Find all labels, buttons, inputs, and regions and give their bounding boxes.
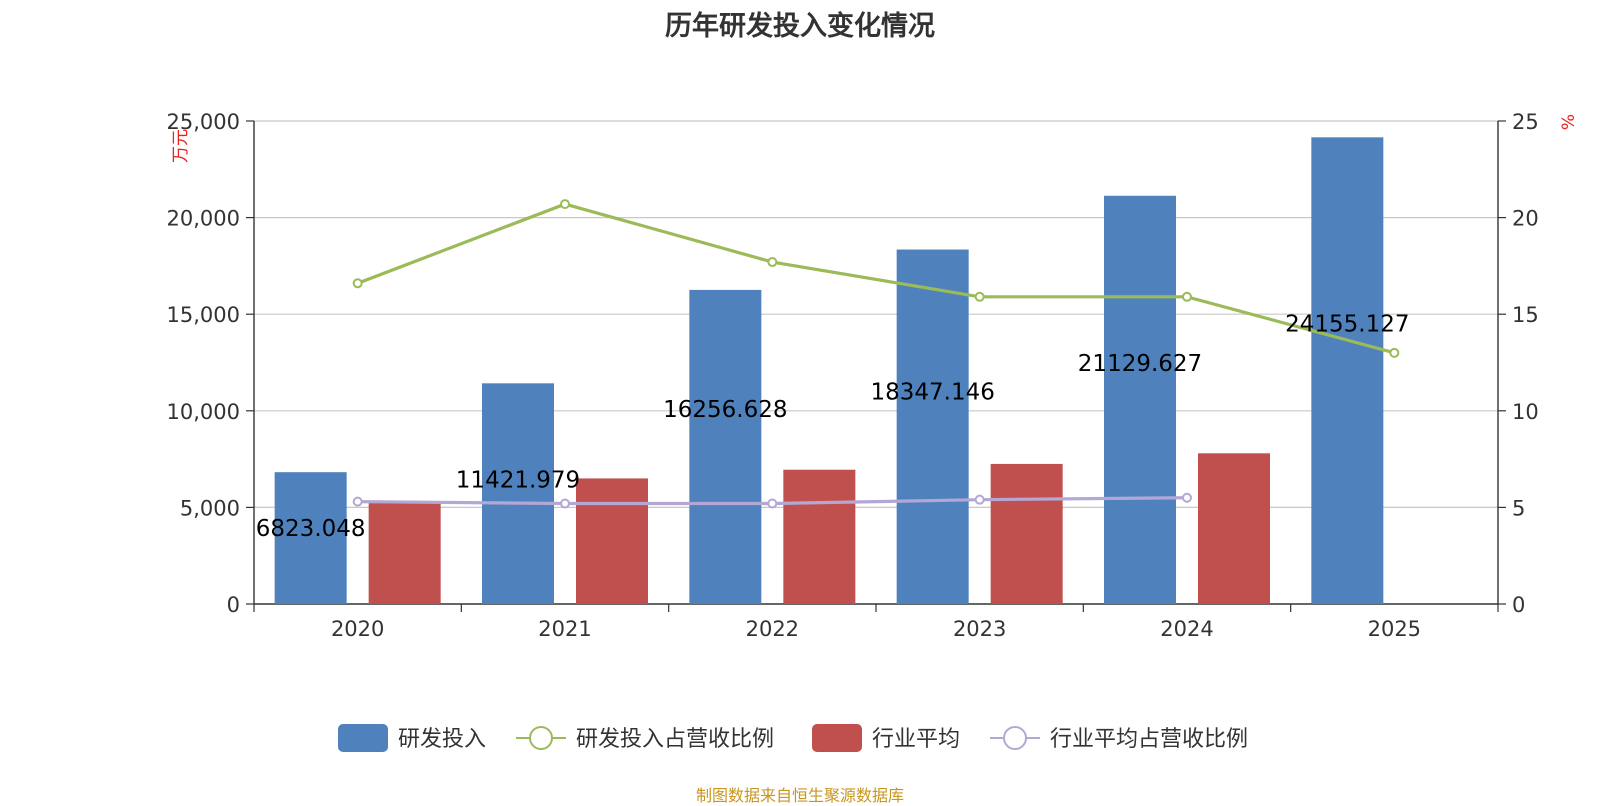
data-labels: 6823.048 11421.979 16256.628 18347.146 21129…	[256, 311, 1410, 542]
point-rd-ratio	[352, 278, 363, 289]
point-industry-ratio	[767, 498, 778, 509]
legend: 研发投入 研发投入占营收比例 行业平均 行业平均占营收比例	[338, 724, 1248, 752]
data-label-rd-investment: 24155.127	[1285, 311, 1409, 337]
data-label-rd-investment: 16256.628	[663, 397, 787, 423]
data-label-rd-investment: 18347.146	[870, 380, 994, 406]
x-tick-label: 2023	[953, 617, 1006, 641]
point-industry-ratio	[974, 494, 985, 505]
y-left-tick-label: 15,000	[167, 303, 240, 327]
legend-swatch-marker	[529, 726, 553, 750]
chart-title: 历年研发投入变化情况	[665, 11, 935, 42]
legend-swatch-marker	[1003, 726, 1027, 750]
legend-label: 行业平均	[872, 727, 960, 752]
x-tick-label: 2021	[538, 617, 591, 641]
y-right-tick-label: 5	[1512, 496, 1525, 520]
x-tick-label: 2025	[1368, 617, 1421, 641]
bar-industry-average	[1198, 453, 1270, 604]
legend-label: 研发投入	[398, 727, 486, 752]
bar-industry-average	[990, 463, 1063, 604]
y-right-tick-label: 20	[1512, 207, 1539, 231]
legend-item-industry-ratio: 行业平均占营收比例	[990, 726, 1248, 752]
bar-industry-average	[783, 469, 856, 604]
bar-rd-investment	[482, 383, 554, 604]
point-rd-ratio	[1389, 347, 1400, 358]
bars	[274, 137, 1384, 605]
bar-industry-average	[576, 478, 648, 604]
ratio-lines	[352, 199, 1400, 509]
legend-item-rd-ratio: 研发投入占营收比例	[516, 726, 774, 752]
legend-label: 行业平均占营收比例	[1050, 727, 1248, 752]
point-industry-ratio	[560, 498, 570, 509]
legend-label: 研发投入占营收比例	[576, 727, 774, 752]
legend-swatch	[338, 724, 388, 752]
axes: 05,00010,00015,00020,00025,0000510152025…	[167, 110, 1579, 641]
y-right-tick-label: 15	[1512, 303, 1539, 327]
x-tick-label: 2022	[746, 617, 799, 641]
legend-item-industry-average: 行业平均	[812, 724, 960, 752]
bar-rd-investment	[689, 289, 762, 604]
data-source-note: 制图数据来自恒生聚源数据库	[695, 786, 904, 805]
point-rd-ratio	[767, 257, 778, 268]
data-label-rd-investment: 6823.048	[256, 516, 366, 542]
x-tick-label: 2024	[1160, 617, 1213, 641]
y-left-tick-label: 10,000	[167, 400, 240, 424]
y-right-tick-label: 25	[1512, 110, 1539, 134]
point-industry-ratio	[352, 496, 363, 507]
bar-rd-investment	[896, 249, 969, 604]
legend-swatch	[812, 724, 862, 752]
y-left-tick-label: 20,000	[167, 207, 240, 231]
y-left-tick-label: 25,000	[167, 110, 240, 134]
bar-industry-average	[368, 501, 441, 604]
point-rd-ratio	[560, 199, 570, 210]
bar-rd-investment	[1311, 137, 1384, 605]
bar-rd-investment	[1104, 195, 1176, 604]
point-rd-ratio	[974, 291, 985, 302]
y-left-unit-label: 万元	[171, 129, 191, 163]
line-rd-ratio	[357, 202, 1395, 355]
y-left-tick-label: 5,000	[180, 496, 240, 520]
bar-rd-investment	[274, 472, 347, 604]
point-rd-ratio	[1182, 291, 1192, 302]
data-label-rd-investment: 21129.627	[1078, 351, 1202, 377]
chart-area: 05,00010,00015,00020,00025,0000510152025…	[167, 110, 1579, 752]
legend-item-rd-investment: 研发投入	[338, 724, 486, 752]
grid-lines	[254, 120, 1498, 508]
y-left-tick-label: 0	[227, 593, 240, 617]
point-industry-ratio	[1182, 492, 1192, 503]
y-right-tick-label: 10	[1512, 400, 1539, 424]
y-right-unit-label: %	[1559, 114, 1579, 130]
x-tick-label: 2020	[331, 617, 384, 641]
y-right-tick-label: 0	[1512, 593, 1525, 617]
data-label-rd-investment: 11421.979	[456, 467, 580, 493]
